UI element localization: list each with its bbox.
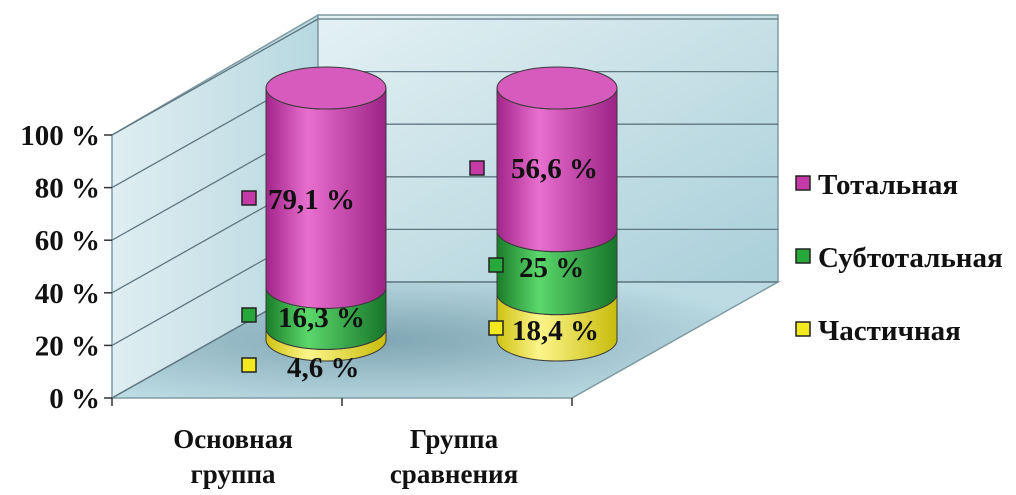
y-axis-ticks: 0 % 20 % 40 % 60 % 80 % 100 % [20, 120, 573, 415]
data-label-marker [488, 257, 504, 273]
data-label: 18,4 % [512, 315, 599, 347]
data-label: 25 % [519, 252, 584, 284]
cylinders [265, 66, 618, 362]
category-label: Группа [410, 424, 499, 454]
legend-swatch [795, 248, 811, 264]
y-tick-label: 60 % [35, 225, 100, 257]
legend-label: Тотальная [818, 169, 958, 201]
data-label: 4,6 % [287, 352, 360, 384]
data-labels: 4,6 % 16,3 % 79,1 % 18,4 % 25 % 56,6 % [241, 153, 599, 384]
y-tick-label: 80 % [35, 173, 100, 205]
category-label: группа [190, 459, 276, 489]
category-labels: Основная группа Группа сравнения [173, 424, 518, 489]
category-label: Основная [173, 424, 293, 454]
y-tick-label: 0 % [49, 383, 100, 415]
y-tick-label: 100 % [20, 120, 100, 152]
gridline-side [111, 18, 319, 136]
data-label-marker [241, 190, 257, 206]
data-label-marker [488, 320, 504, 336]
data-label-marker [241, 307, 257, 323]
legend-swatch [795, 175, 811, 191]
cylinder-top [496, 66, 618, 110]
y-tick-label: 40 % [35, 278, 100, 310]
legend-swatch [795, 321, 811, 337]
legend-label: Частичная [818, 315, 961, 347]
data-label: 79,1 % [268, 184, 355, 216]
category-label: сравнения [390, 459, 518, 489]
legend-label: Субтотальная [818, 242, 1003, 274]
data-label-marker [241, 357, 257, 373]
data-label: 16,3 % [278, 302, 365, 334]
y-tick-label: 20 % [35, 330, 100, 362]
data-label-marker [469, 160, 485, 176]
cylinder-top [265, 66, 387, 110]
legend: Тотальная Субтотальная Частичная [795, 169, 1003, 347]
data-label: 56,6 % [511, 153, 598, 185]
